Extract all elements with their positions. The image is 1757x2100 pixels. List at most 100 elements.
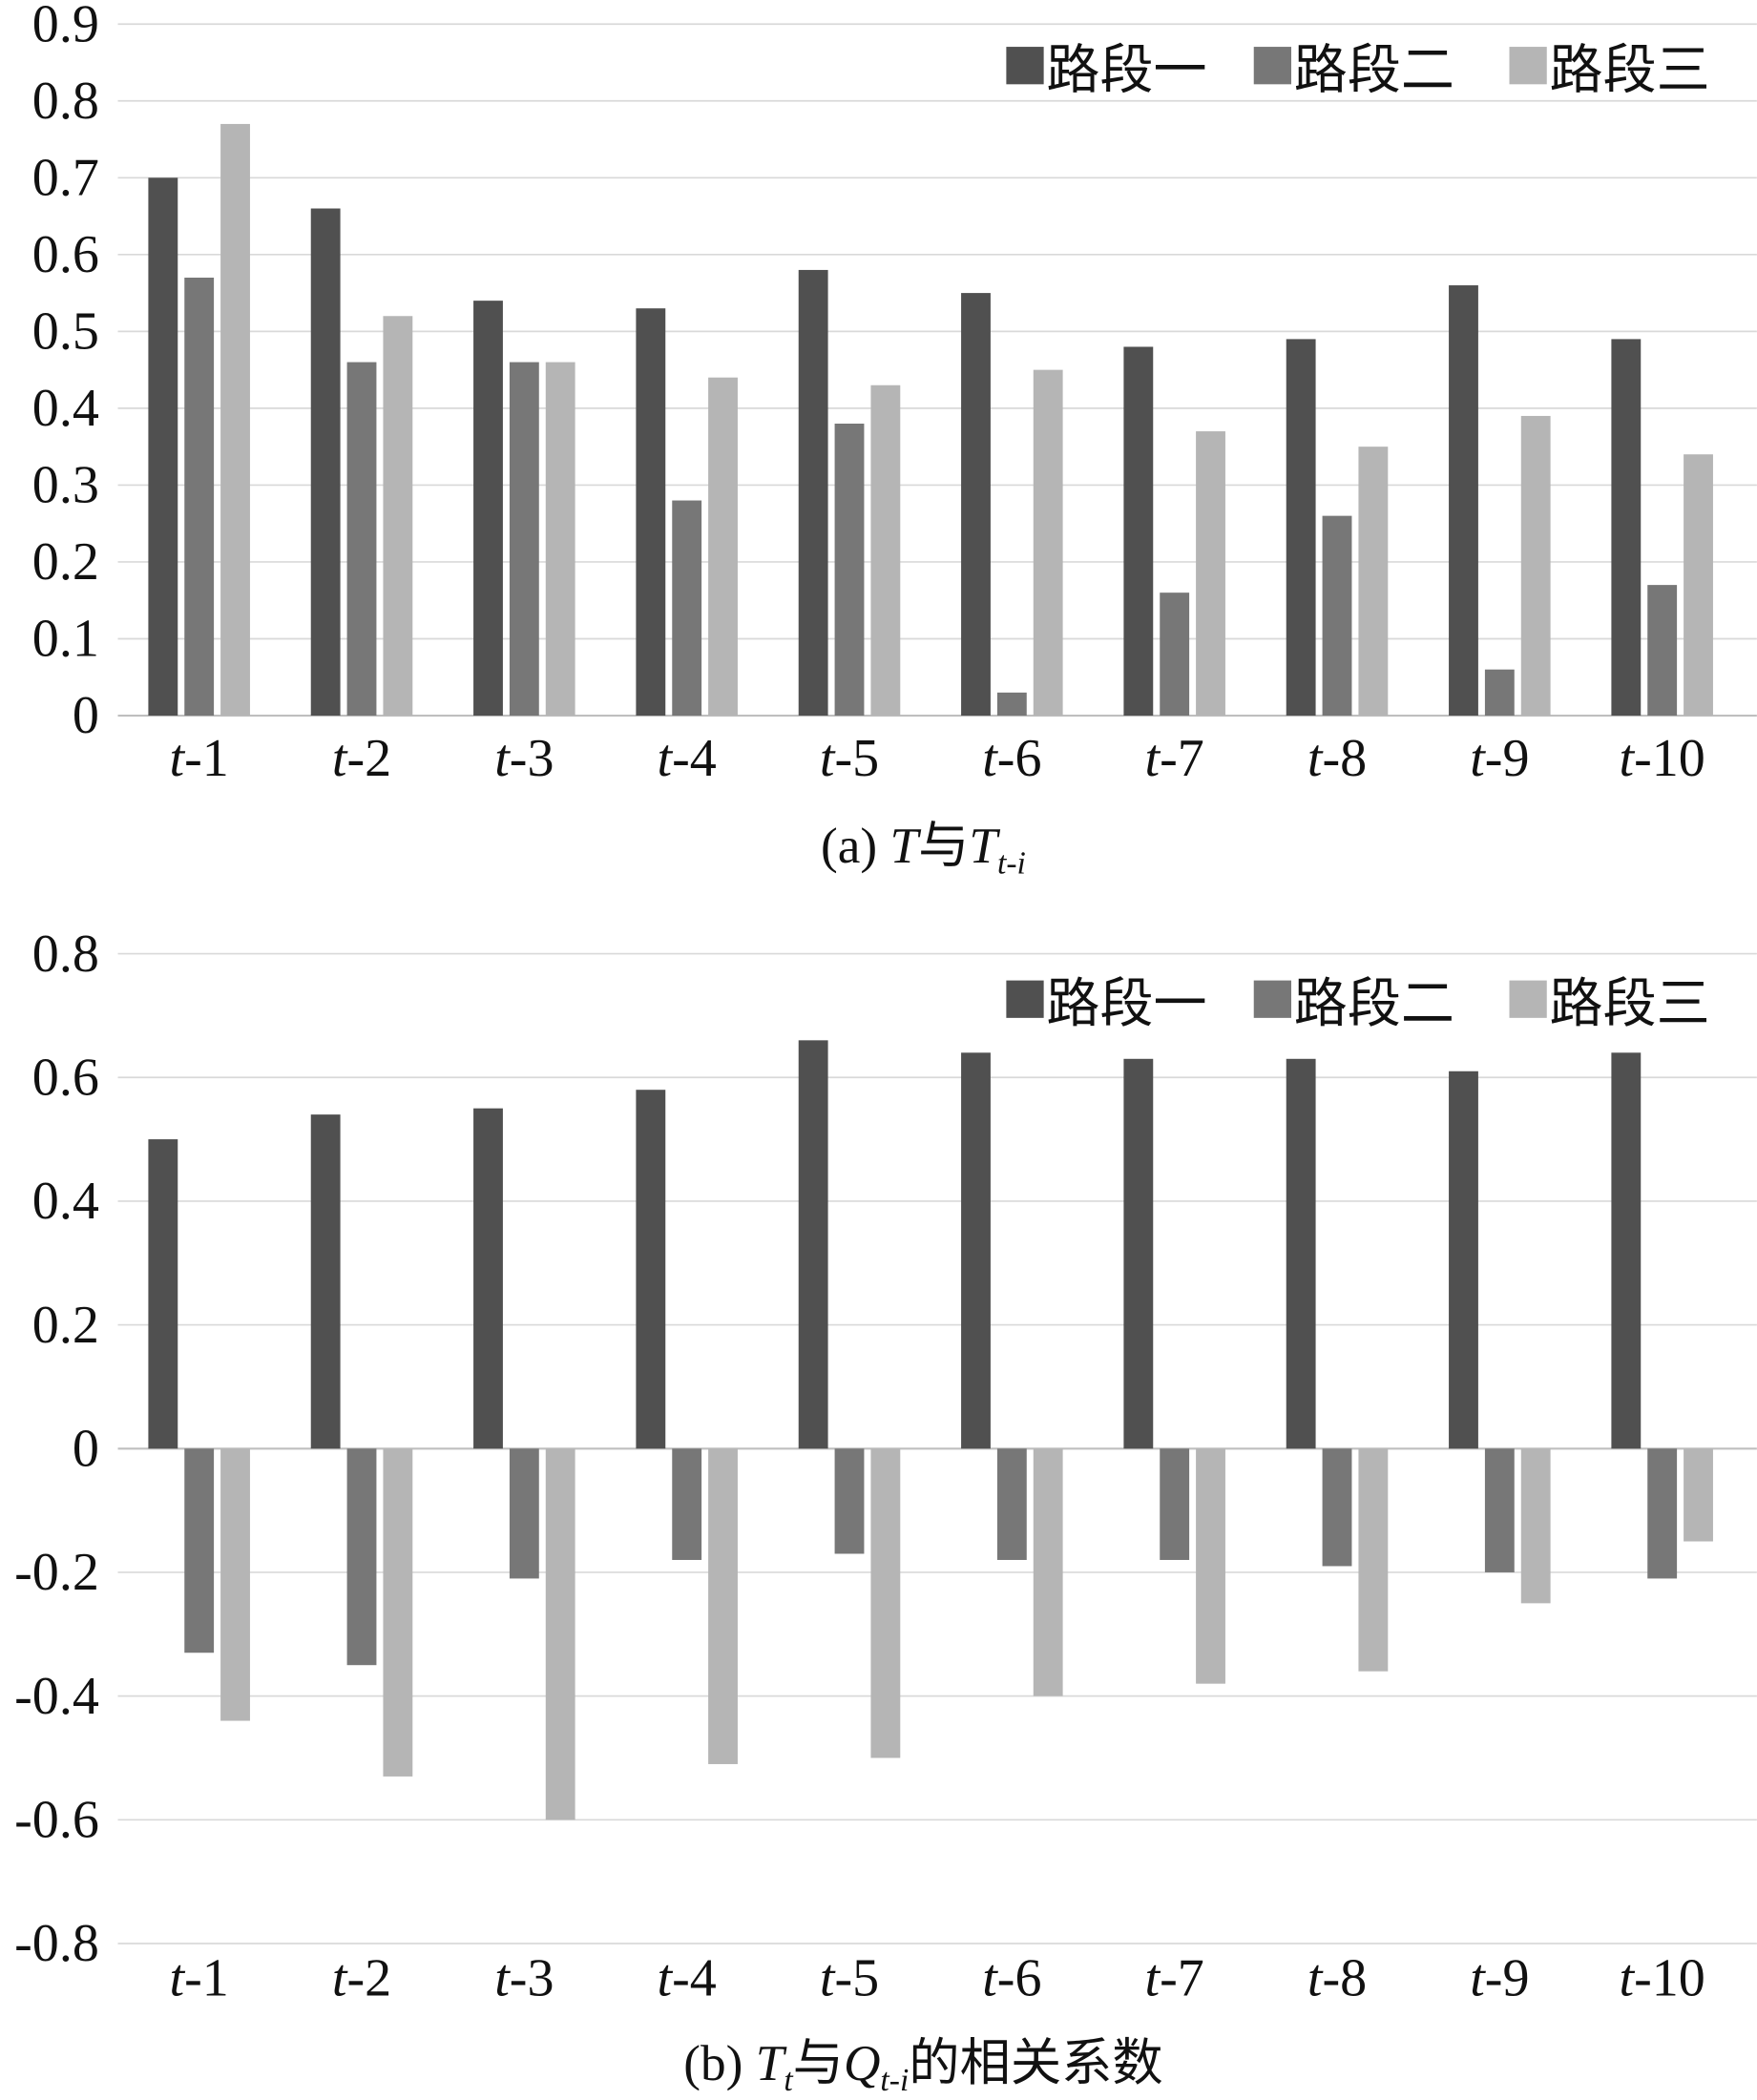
legend-label: 路段三 [1550,973,1710,1035]
chart-title: (b) Tt与Qt-i的相关系数 [683,2033,1162,2098]
bar-2-t-5 [834,424,865,717]
bar-1-t-4 [636,308,666,717]
bar-2-t-5 [834,1448,865,1554]
legend-label: 路段三 [1550,40,1710,102]
legend-swatch [1253,980,1291,1018]
y-tick-label: 0.8 [32,72,99,131]
bar-1-t-1 [148,1139,178,1449]
bar-3-t-6 [1033,1448,1063,1696]
bar-3-t-9 [1520,1448,1551,1604]
bar-1-t-7 [1123,1058,1154,1449]
x-tick-label: t-2 [332,729,391,788]
bar-3-t-2 [383,316,413,717]
bar-2-t-8 [1322,1448,1352,1567]
chart-title: (a) T与Tt-i [821,816,1026,881]
bar-1-t-6 [961,1052,991,1449]
y-tick-label: -0.4 [14,1667,99,1726]
legend-label: 路段二 [1294,973,1454,1035]
bar-2-t-9 [1484,669,1515,717]
bar-2-t-6 [996,1448,1027,1560]
y-tick-label: -0.8 [14,1914,99,1973]
bar-2-t-4 [672,500,702,717]
x-tick-label: t-3 [494,1949,554,2008]
y-tick-label: -0.6 [14,1791,99,1850]
legend-label: 路段二 [1294,40,1454,102]
legend-swatch [1509,980,1547,1018]
legend: 路段一 路段二 路段三 [1006,973,1710,1035]
x-tick-label: t-1 [170,1949,229,2008]
legend-swatch [1006,47,1044,85]
y-tick-label: 0.3 [32,456,99,515]
bar-2-t-2 [346,1448,377,1666]
bar-1-t-1 [148,177,178,717]
bar-2-t-2 [346,362,377,717]
bar-3-t-7 [1196,1448,1225,1684]
y-tick-label: 0.7 [32,149,99,208]
bar-3-t-1 [220,1448,250,1721]
bar-2-t-1 [184,1448,215,1653]
bar-1-t-9 [1449,285,1478,717]
y-tick-label: 0.6 [32,1048,99,1107]
legend-label: 路段一 [1046,40,1206,102]
x-tick-label: t-7 [1145,729,1204,788]
y-tick-label: 0.9 [32,0,99,53]
x-tick-label: t-7 [1145,1949,1204,2008]
bar-3-t-1 [220,123,250,717]
bar-1-t-6 [961,293,991,717]
bar-2-t-1 [184,277,215,717]
bar-3-t-10 [1684,454,1713,717]
x-tick-label: t-1 [170,729,229,788]
bar-2-t-3 [509,362,539,717]
bar-2-t-7 [1160,593,1190,717]
bar-2-t-10 [1647,1448,1678,1579]
y-tick-label: 0.4 [32,379,99,438]
y-tick-label: 0.5 [32,302,99,362]
legend-swatch [1006,980,1044,1018]
x-tick-label: t-10 [1620,729,1705,788]
bar-3-t-6 [1033,369,1063,717]
bar-2-t-4 [672,1448,702,1560]
bar-3-t-3 [545,362,575,717]
x-tick-label: t-5 [820,729,879,788]
bar-2-t-9 [1484,1448,1515,1572]
legend: 路段一 路段二 路段三 [1006,40,1710,102]
bar-3-t-7 [1196,431,1225,717]
bar-3-t-8 [1358,447,1389,717]
x-tick-label: t-6 [982,729,1041,788]
x-tick-label: t-3 [494,729,554,788]
legend-swatch [1509,47,1547,85]
y-tick-label: 0.2 [32,1296,99,1355]
bar-1-t-3 [473,1108,503,1449]
x-tick-label: t-10 [1620,1949,1705,2008]
chart-b: -0.8 -0.6 -0.4 -0.2 0 0.2 0.4 0.6 0.8 t-1 t-2 t-3 t-… [14,925,1757,2098]
bar-2-t-6 [996,692,1027,717]
y-tick-label: 0 [73,686,99,745]
bar-3-t-9 [1520,415,1551,717]
bar-3-t-8 [1358,1448,1389,1672]
bar-2-t-8 [1322,515,1352,717]
bar-1-t-7 [1123,346,1154,717]
chart-a: 0 0.1 0.2 0.3 0.4 0.5 0.6 0.7 0.8 0.9 t-1 t-2 t-3 t-4… [32,0,1757,881]
y-tick-label: 0.1 [32,610,99,669]
y-tick-label: -0.2 [14,1543,99,1602]
x-tick-label: t-8 [1307,729,1367,788]
bar-1-t-2 [310,208,341,717]
bar-3-t-4 [708,1448,738,1764]
bar-1-t-8 [1286,339,1316,717]
bar-1-t-2 [310,1114,341,1449]
y-tick-label: 0.4 [32,1172,99,1231]
y-tick-label: 0.2 [32,532,99,592]
bar-3-t-5 [870,385,901,717]
bar-3-t-2 [383,1448,413,1777]
bar-3-t-3 [545,1448,575,1820]
x-tick-label: t-5 [820,1949,879,2008]
bar-3-t-10 [1684,1448,1713,1542]
bar-1-t-5 [798,269,828,717]
x-tick-label: t-4 [658,1949,717,2008]
bar-1-t-9 [1449,1071,1478,1449]
y-tick-label: 0 [73,1419,99,1478]
bar-1-t-3 [473,301,503,717]
bar-2-t-7 [1160,1448,1190,1560]
bar-1-t-5 [798,1040,828,1449]
